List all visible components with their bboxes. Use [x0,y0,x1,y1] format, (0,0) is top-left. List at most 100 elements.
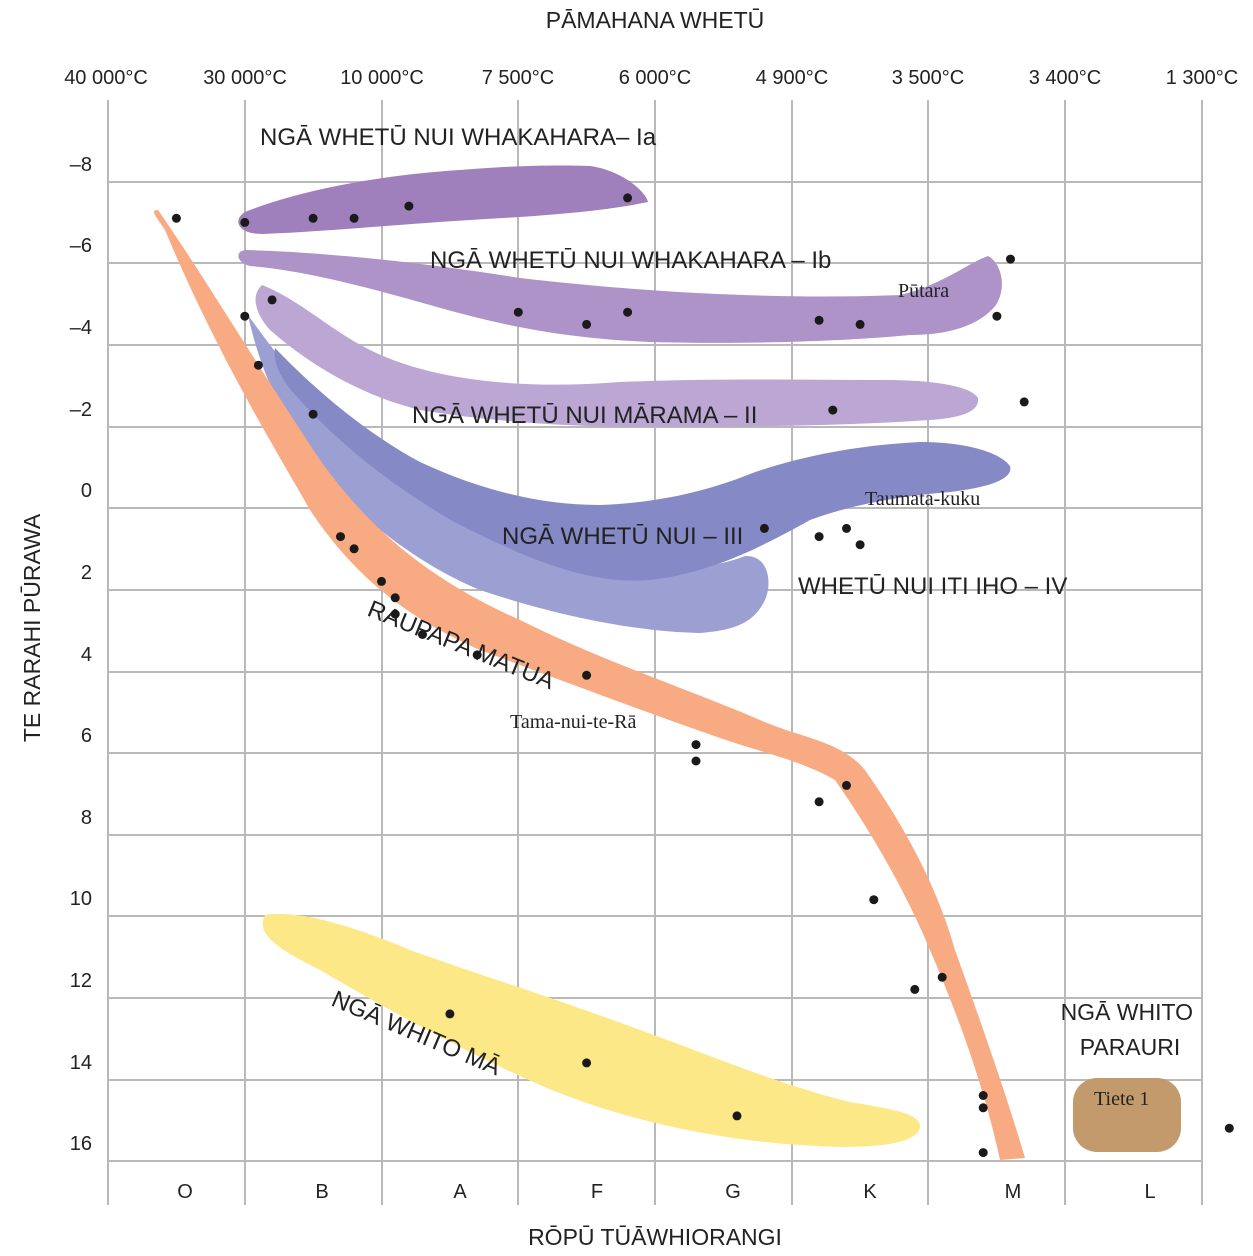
star-point [582,1058,592,1068]
y-axis-label: TE RARAHI PŪRAWA [19,513,45,742]
star-point [978,1103,988,1113]
star-point [377,576,386,586]
star-point [869,895,879,905]
y-tick-label: 0 [81,480,92,502]
x-tick-label: K [863,1181,877,1203]
star-point [842,780,851,790]
y-tick-label: 16 [70,1133,92,1155]
temperature-label: 3 400°C [1029,67,1102,89]
y-tick-label: –6 [70,235,92,257]
star-point [842,523,851,533]
star-point [240,311,250,321]
temperature-labels: 40 000°C 30 000°C 10 000°C 7 500°C 6 000… [64,67,1238,89]
y-tick-label: –4 [70,317,92,339]
star-point [390,593,400,603]
regions [154,165,1181,1160]
x-tick-label: O [177,1181,193,1203]
star-point [513,307,523,317]
star-point [404,201,414,211]
x-tick-label: M [1005,1181,1022,1203]
region-white-dwarfs [262,914,921,1147]
star-point [623,193,633,203]
region-label-ib: NGĀ WHETŪ NUI WHAKAHARA – Ib [430,247,831,274]
star-point [937,972,947,982]
region-subgiants-iv [248,315,769,633]
star-label-taumata-kuku: Taumata-kuku [865,488,980,510]
x-axis-label: RŌPŪ TŪĀWHIORANGI [528,1224,782,1250]
temperature-label: 10 000°C [340,67,424,89]
star-point [910,984,920,994]
star-label-tiete-1: Tiete 1 [1094,1088,1149,1110]
star-point [1006,254,1015,264]
temperature-label: 40 000°C [64,67,148,89]
star-point [978,1148,988,1158]
region-bright-giants-ii [255,285,979,427]
y-tick-label: 12 [70,970,92,992]
y-tick-label: 10 [70,888,92,910]
x-tick-label: B [315,1181,328,1203]
star-point [1019,397,1029,407]
region-main-sequence [154,210,1025,1160]
star-point [336,532,345,542]
star-point [472,650,482,660]
star-point [308,409,318,419]
x-tick-label: G [725,1181,741,1203]
region-label-iii: NGĀ WHETŪ NUI – III [502,523,743,550]
y-tick-label: 6 [81,725,92,747]
region-supergiants-ia [238,165,648,234]
star-point [814,532,824,542]
star-point [308,213,318,223]
star-point [1224,1123,1234,1133]
star-point [855,540,865,550]
y-tick-label: –2 [70,399,92,421]
region-label-brown-dwarfs: NGĀ WHITO PARAURI [1061,999,1200,1060]
temperature-label: 1 300°C [1166,67,1239,89]
star-point [814,797,824,807]
star-point [349,544,359,554]
star-point [691,756,701,766]
star-points [171,193,1234,1158]
star-point [582,319,592,329]
star-point [582,670,592,680]
chart-title: PĀMAHANA WHETŪ [546,7,765,33]
region-label-ia: NGĀ WHETŪ NUI WHAKAHARA– Ia [260,124,657,151]
star-point [253,360,263,370]
star-point [855,319,865,329]
star-point [828,405,838,415]
temperature-label: 7 500°C [482,67,555,89]
star-point [691,740,701,750]
star-point [978,1091,988,1100]
star-point [732,1111,742,1121]
y-tick-label: 4 [81,644,92,666]
star-labels: Pūtara Taumata-kuku Tama-nui-te-Rā Tiete… [510,280,1149,1110]
star-point [759,523,769,533]
region-supergiants-ib [238,250,1002,343]
star-point [349,213,359,223]
star-point [445,1009,455,1019]
region-giants-iii [274,348,1011,581]
temperature-label: 4 900°C [756,67,829,89]
temperature-label: 30 000°C [203,67,287,89]
x-tick-label: F [591,1181,603,1203]
y-tick-labels: –8 –6 –4 –2 0 2 4 6 8 10 12 14 16 [70,154,92,1155]
x-tick-label: A [453,1181,467,1203]
star-point [390,609,400,619]
y-tick-label: –8 [70,154,92,176]
y-tick-label: 14 [70,1052,92,1074]
y-tick-label: 2 [81,562,92,584]
star-point [267,295,277,305]
x-tick-label: L [1144,1181,1155,1203]
temperature-label: 3 500°C [892,67,965,89]
star-point [992,311,1002,321]
temperature-label: 6 000°C [619,67,692,89]
star-point [240,217,250,227]
region-brown-dwarfs [1073,1078,1181,1152]
region-label-ii: NGĀ WHETŪ NUI MĀRAMA – II [412,402,757,429]
star-point [814,315,824,325]
star-point [418,630,427,639]
star-point [623,307,633,317]
star-label-putara: Pūtara [898,280,949,302]
y-tick-label: 8 [81,807,92,829]
spectral-class-labels: O B A F G K M L [177,1181,1155,1203]
